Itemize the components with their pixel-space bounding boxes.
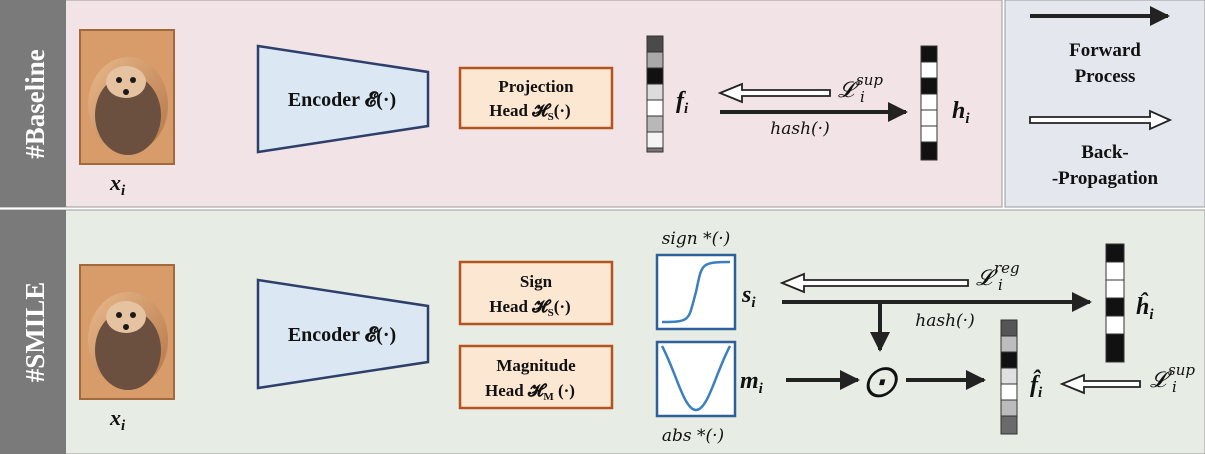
- magnitude-head: [458, 344, 614, 410]
- encoder-label-baseline: Encoder 𝓔(·): [288, 89, 396, 111]
- sign-curve: [661, 260, 731, 324]
- hhat-code: [1105, 243, 1125, 363]
- baseline-panel: #Baseline xi Encoder 𝓔(·) Projection Hea…: [0, 0, 1003, 208]
- encoder-baseline: [256, 44, 430, 154]
- legend-back-line2: -Propagation: [1052, 168, 1159, 189]
- projection-head: [458, 66, 614, 130]
- smile-panel: #SMILE xi Encoder 𝓔(·) Sign Head 𝓗S(·) M…: [0, 209, 1205, 454]
- smile-sidebar: [0, 210, 66, 454]
- sign-head-line2: Head 𝓗S(·): [489, 297, 570, 319]
- loss-sup-sub-baseline: i: [860, 88, 865, 106]
- magnitude-head-line1: Magnitude: [496, 356, 576, 375]
- backprop-arrow-baseline: [717, 82, 831, 104]
- input-image-baseline: [79, 29, 175, 165]
- abs-curve: [660, 345, 732, 412]
- loss-reg-sub: i: [998, 276, 1003, 294]
- fhat-label: f̂i: [1030, 370, 1043, 401]
- magnitude-output-label: mi: [740, 368, 764, 397]
- sign-head: [458, 260, 614, 326]
- encoder-label-smile: Encoder 𝓔(·): [288, 324, 396, 346]
- baseline-section-label: #Baseline: [20, 49, 50, 159]
- feature-vector-baseline: [646, 35, 664, 153]
- hash-label-smile: hash(·): [915, 311, 974, 331]
- legend-back-line1: Back-: [1081, 142, 1129, 163]
- product-symbol: ⨀: [864, 361, 899, 399]
- smile-section-label: #SMILE: [20, 282, 50, 383]
- hash-label-baseline: hash(·): [770, 119, 829, 139]
- legend-forward-line1: Forward: [1069, 40, 1141, 61]
- projection-head-line2: Head 𝓗S(·): [489, 101, 570, 123]
- input-label-smile: xi: [109, 405, 126, 434]
- backprop-arrow-reg: [779, 272, 969, 294]
- hash-code-baseline: [920, 45, 938, 161]
- sign-head-line1: Sign: [520, 272, 553, 291]
- legend-panel: Forward Process Back- -Propagation: [1004, 0, 1205, 208]
- abs-fn-label: abs *(·): [662, 426, 724, 446]
- input-label-baseline: xi: [109, 170, 126, 199]
- backprop-arrow-sup-smile: [1059, 373, 1141, 395]
- input-image-smile: [79, 264, 175, 400]
- sign-fn-label: sign *(·): [662, 229, 731, 249]
- hhat-label: ĥi: [1136, 293, 1154, 323]
- hash-code-label-baseline: hi: [952, 98, 970, 127]
- legend-backprop-arrow: [1029, 109, 1173, 131]
- encoder-smile: [256, 278, 430, 390]
- abs-fn-box: [655, 340, 737, 418]
- feature-label-baseline: fi: [676, 88, 689, 117]
- magnitude-head-line2: Head 𝓗M (·): [485, 381, 575, 403]
- sign-output-label: si: [741, 282, 756, 311]
- fhat-vector: [1000, 319, 1018, 435]
- projection-head-line1: Projection: [498, 77, 574, 96]
- loss-sup-sub-smile: i: [1172, 378, 1177, 396]
- baseline-sidebar: [0, 0, 66, 207]
- legend-forward-line2: Process: [1075, 66, 1136, 87]
